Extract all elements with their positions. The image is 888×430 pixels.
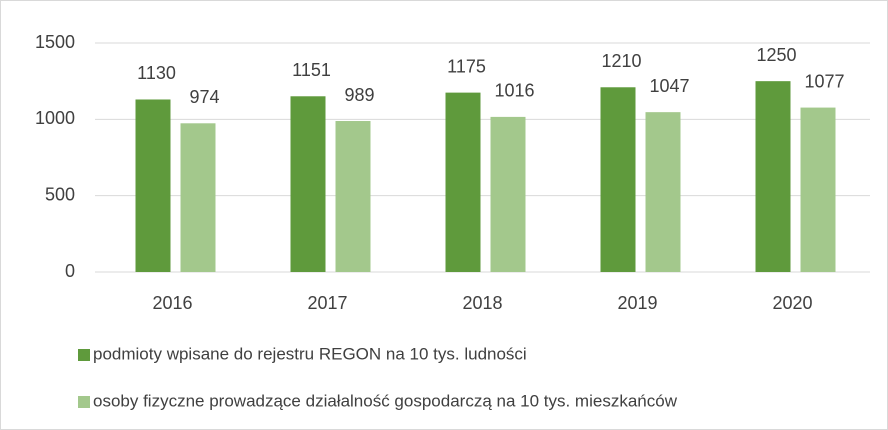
y-tick-label: 500 bbox=[45, 184, 75, 204]
y-tick-label: 1000 bbox=[35, 108, 75, 128]
x-tick-label: 2016 bbox=[152, 293, 192, 313]
bar bbox=[290, 96, 326, 272]
bar bbox=[180, 123, 216, 272]
data-label: 1077 bbox=[804, 71, 844, 91]
x-tick-label: 2019 bbox=[617, 293, 657, 313]
bar bbox=[600, 87, 636, 272]
legend-swatch bbox=[78, 349, 90, 361]
bar bbox=[800, 107, 836, 272]
bar bbox=[335, 121, 371, 272]
legend-swatch bbox=[78, 396, 90, 408]
bar bbox=[645, 112, 681, 273]
data-label: 1016 bbox=[494, 81, 534, 101]
data-label: 1047 bbox=[649, 76, 689, 96]
y-tick-label: 1500 bbox=[35, 32, 75, 52]
data-label: 1175 bbox=[447, 56, 486, 76]
x-tick-label: 2018 bbox=[462, 293, 502, 313]
data-label: 1250 bbox=[756, 45, 796, 65]
legend-label: podmioty wpisane do rejestru REGON na 10… bbox=[93, 344, 527, 363]
y-tick-label: 0 bbox=[65, 261, 75, 281]
bar bbox=[490, 116, 526, 273]
x-tick-label: 2020 bbox=[772, 293, 812, 313]
bar bbox=[755, 81, 791, 273]
data-label: 989 bbox=[344, 85, 374, 105]
data-label: 1130 bbox=[137, 63, 176, 83]
data-label: 1151 bbox=[292, 60, 331, 80]
data-label: 1210 bbox=[601, 51, 641, 71]
bar bbox=[135, 99, 171, 272]
x-tick-label: 2017 bbox=[307, 293, 347, 313]
bar bbox=[445, 92, 481, 272]
legend-label: osoby fizyczne prowadzące działalność go… bbox=[93, 391, 678, 410]
data-label: 974 bbox=[189, 87, 219, 107]
